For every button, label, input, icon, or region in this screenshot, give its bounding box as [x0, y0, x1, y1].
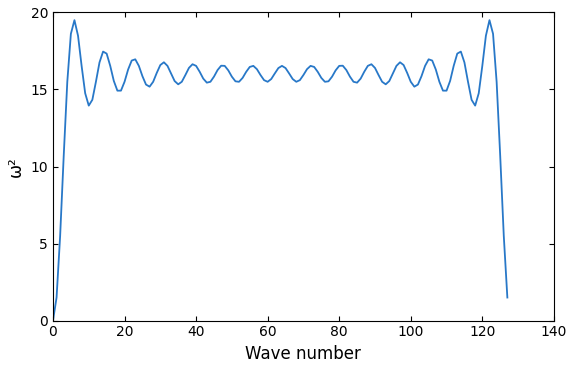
Y-axis label: ω²: ω²: [7, 156, 25, 177]
X-axis label: Wave number: Wave number: [246, 345, 362, 363]
